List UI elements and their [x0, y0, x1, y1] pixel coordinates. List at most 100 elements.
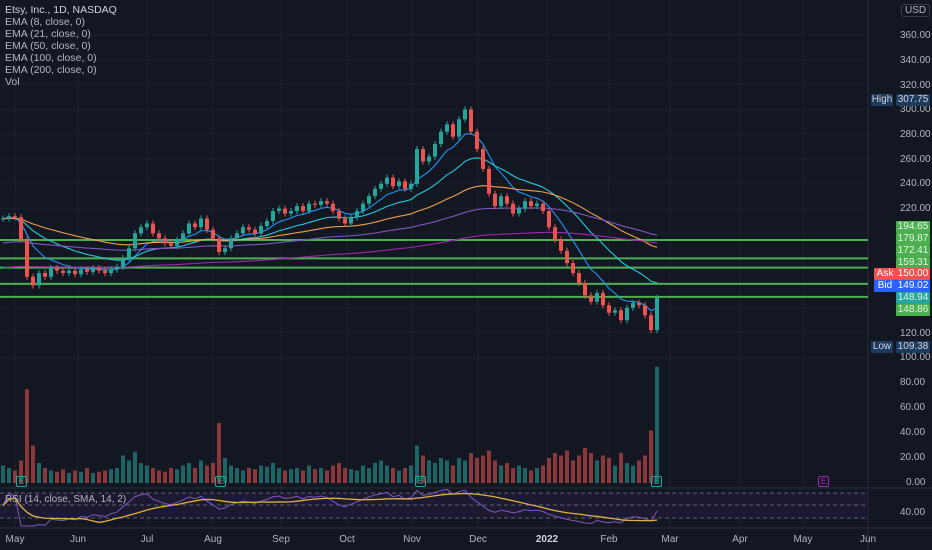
- candle-body: [121, 258, 125, 267]
- volume-bar: [637, 460, 641, 483]
- symbol-title[interactable]: Etsy, Inc., 1D, NASDAQ: [5, 4, 117, 16]
- volume-bar: [487, 450, 491, 483]
- level-tag: 148.86: [896, 304, 930, 316]
- volume-bar: [163, 471, 167, 483]
- volume-bar: [343, 468, 347, 483]
- volume-bar: [319, 468, 323, 483]
- candle-body: [7, 216, 11, 219]
- legend-ema-200[interactable]: EMA (200, close, 0): [5, 64, 97, 76]
- candle-body: [481, 149, 485, 169]
- rsi-legend[interactable]: RSI (14, close, SMA, 14, 2): [5, 494, 127, 505]
- candle-body: [445, 124, 449, 132]
- volume-tick: 60.00: [900, 402, 926, 413]
- candle-body: [601, 292, 605, 306]
- level-tag: 159.31: [896, 257, 930, 269]
- upcoming-earnings-marker[interactable]: E: [818, 476, 829, 487]
- earnings-marker[interactable]: E: [215, 476, 226, 487]
- candle-body: [145, 223, 149, 228]
- candle-body: [49, 268, 53, 277]
- volume-bar: [205, 465, 209, 483]
- price-tick: 220.00: [900, 203, 931, 214]
- candle-body: [247, 227, 251, 230]
- legend-ema-21[interactable]: EMA (21, close, 0): [5, 28, 91, 40]
- volume-bar: [451, 465, 455, 483]
- volume-bar: [301, 470, 305, 483]
- volume-tick: 0.00: [906, 477, 926, 488]
- candle-body: [391, 177, 395, 187]
- legend-ema-100[interactable]: EMA (100, close, 0): [5, 52, 97, 64]
- price-tick: 240.00: [900, 178, 931, 189]
- candle-body: [43, 273, 47, 277]
- level-tag: 179.87: [896, 233, 930, 245]
- volume-bar: [415, 445, 419, 483]
- candle-body: [19, 217, 23, 240]
- time-tick: Oct: [339, 534, 355, 545]
- candle-body: [61, 270, 65, 274]
- volume-bar: [643, 455, 647, 483]
- volume-bar: [25, 389, 29, 483]
- earnings-marker[interactable]: E: [415, 476, 426, 487]
- volume-bar: [367, 468, 371, 483]
- earnings-marker[interactable]: E: [651, 476, 662, 487]
- candle-body: [625, 307, 629, 321]
- candle-body: [511, 203, 515, 214]
- currency-button[interactable]: USD: [901, 4, 931, 17]
- price-tick: 340.00: [900, 55, 931, 66]
- candle-body: [55, 268, 59, 271]
- legend-ema-50[interactable]: EMA (50, close, 0): [5, 40, 91, 52]
- volume-bar: [409, 465, 413, 483]
- candle-body: [427, 156, 431, 162]
- volume-bar: [373, 463, 377, 483]
- rsi-line: [2, 488, 658, 527]
- volume-bar: [253, 469, 257, 483]
- chart-legend: Etsy, Inc., 1D, NASDAQ EMA (8, close, 0)…: [5, 4, 117, 88]
- earnings-marker[interactable]: E: [16, 476, 27, 487]
- ema-200-line: [2, 231, 658, 269]
- candle-body: [499, 196, 503, 207]
- candle-body: [331, 203, 335, 212]
- price-tick: 100.00: [900, 352, 931, 363]
- candle-body: [577, 273, 581, 283]
- time-tick: May: [5, 534, 25, 545]
- candle-body: [193, 223, 197, 228]
- candle-body: [403, 181, 407, 189]
- time-tick: Jul: [140, 534, 154, 545]
- candle-body: [313, 203, 317, 205]
- volume-bar: [331, 465, 335, 483]
- time-tick: 2022: [535, 534, 559, 545]
- candle-body: [181, 233, 185, 240]
- candle-body: [187, 223, 191, 234]
- volume-bar: [55, 471, 59, 483]
- candle-body: [655, 297, 659, 331]
- candle-body: [607, 305, 611, 313]
- volume-bar: [79, 471, 83, 483]
- candle-body: [139, 227, 143, 234]
- candle-body: [73, 270, 77, 275]
- price-tick: 320.00: [900, 80, 931, 91]
- volume-bar: [169, 468, 173, 483]
- ema-21-line: [2, 157, 658, 284]
- volume-bar: [421, 455, 425, 483]
- candle-body: [85, 269, 89, 272]
- volume-bar: [385, 465, 389, 483]
- volume-bar: [103, 470, 107, 483]
- time-tick: Sep: [272, 534, 290, 545]
- volume-bar: [439, 458, 443, 483]
- volume-bar: [235, 468, 239, 483]
- candle-body: [589, 295, 593, 302]
- volume-bar: [553, 453, 557, 483]
- candle-body: [199, 218, 203, 228]
- candle-body: [325, 201, 329, 204]
- candle-body: [13, 216, 17, 218]
- volume-bar: [607, 458, 611, 483]
- legend-volume[interactable]: Vol: [5, 76, 20, 88]
- volume-bar: [259, 465, 263, 483]
- legend-ema-8[interactable]: EMA (8, close, 0): [5, 16, 85, 28]
- candle-body: [1, 218, 5, 220]
- volume-bar: [265, 466, 269, 483]
- candle-body: [109, 269, 113, 274]
- ask-tag-label: Ask: [874, 268, 896, 280]
- volume-bar: [535, 468, 539, 483]
- candle-body: [67, 270, 71, 274]
